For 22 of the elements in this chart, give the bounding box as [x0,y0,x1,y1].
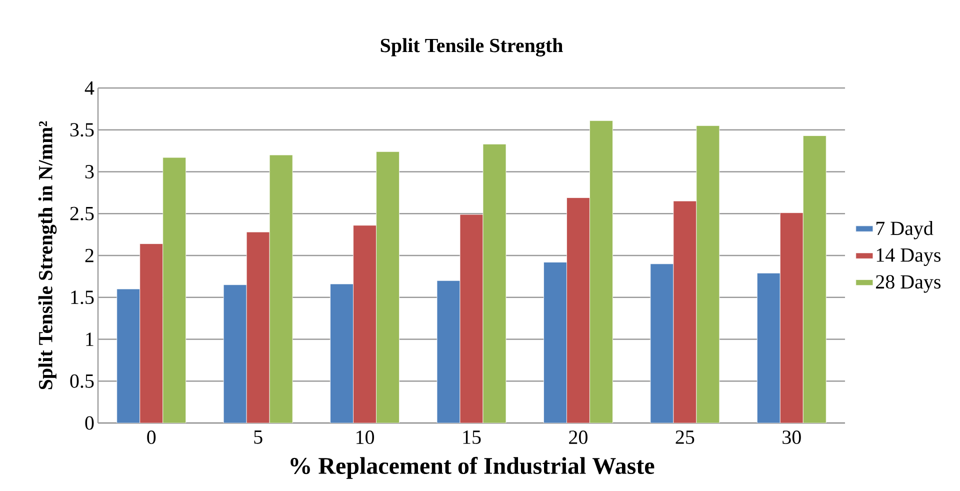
y-tick-label: 0.5 [70,374,94,388]
legend-label: 7 Dayd [876,221,934,240]
y-tick-label: 4 [84,81,94,95]
y-tick-label: 1.5 [71,290,94,304]
x-tick-label: 10 [356,430,374,444]
x-tick-label: 30 [782,430,801,444]
y-tick-label: 0 [85,416,94,430]
y-tick-label: 2.5 [70,206,94,220]
x-tick-label: 25 [676,430,694,444]
x-tick-label: 5 [254,430,262,444]
y-tick-label: 3 [85,165,94,178]
y-axis-title: Split Tensile Strength in N/mm² [38,121,57,390]
chart-title: Split Tensile Strength [380,38,563,56]
x-axis-title: % Replacement of Industrial Waste [290,456,654,479]
y-tick-label: 1 [86,332,94,346]
y-tick-label: 3.5 [70,123,94,137]
x-tick-label: 15 [463,430,481,444]
y-tick-label: 2 [85,248,94,262]
x-tick-label: 0 [147,430,156,444]
legend-label: 14 Days [876,248,940,266]
x-tick-label: 20 [569,430,588,444]
legend-label: 28 Days [876,275,940,293]
